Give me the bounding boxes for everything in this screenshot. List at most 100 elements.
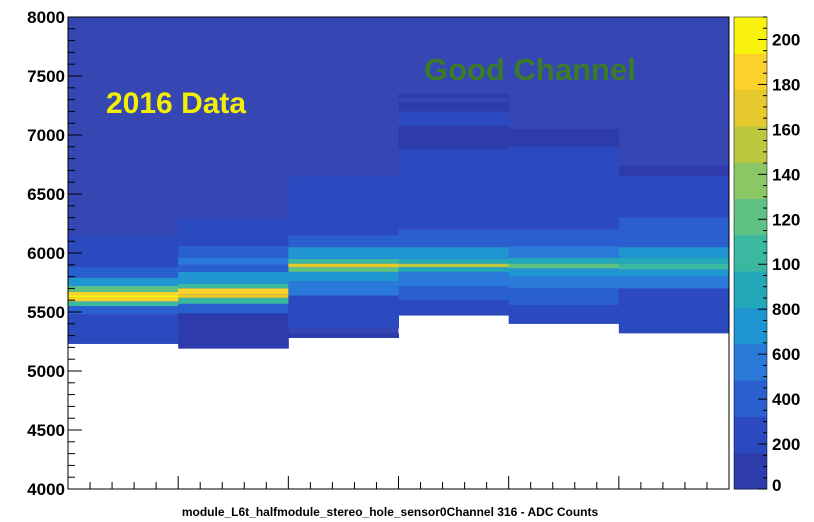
heatmap-cell	[288, 176, 399, 206]
x-axis	[67, 476, 730, 489]
colorbar-label: 800	[772, 300, 800, 319]
heatmap-cell	[398, 247, 510, 259]
heatmap-cell	[618, 288, 730, 307]
heatmap-cell	[288, 263, 399, 268]
y-tick-label: 5500	[27, 303, 65, 322]
colorbar-label: 140	[772, 165, 800, 184]
colorbar-band	[734, 271, 767, 308]
heatmap-cell	[68, 297, 179, 302]
heatmap-cell	[618, 247, 730, 258]
heatmap-cell	[508, 146, 620, 183]
heatmap-cell	[68, 314, 179, 344]
colorbar-band	[734, 380, 767, 417]
heatmap-cell	[618, 217, 730, 232]
heatmap-cell	[618, 306, 730, 334]
heatmap-cell	[68, 291, 179, 296]
colorbar-label: 120	[772, 210, 800, 229]
heatmap-cell	[68, 306, 179, 315]
heatmap-cell	[288, 281, 399, 296]
colorbar-label: 200	[772, 435, 800, 454]
heatmap-cell	[508, 276, 620, 289]
heatmap-cell	[178, 271, 289, 284]
colorbar-band	[734, 17, 767, 54]
heatmap-cell	[288, 271, 399, 282]
y-tick-label: 4500	[27, 421, 65, 440]
heatmap-cell	[288, 247, 399, 259]
heatmap-cell	[288, 312, 399, 329]
y-tick-label: 5000	[27, 362, 65, 381]
y-tick-label: 8000	[27, 8, 65, 27]
colorbar-band	[734, 198, 767, 236]
colorbar-label: 180	[772, 75, 800, 94]
heatmap-cell	[508, 288, 620, 305]
y-tick-label: 4000	[27, 480, 65, 499]
heatmap-cell	[68, 295, 179, 298]
heatmap-cell	[508, 245, 620, 258]
colorbar-label: 400	[772, 390, 800, 409]
colorbar-label: 200	[772, 30, 800, 49]
y-axis: 4000 4500 5000 5500 6000 6500 7000 7500 8000	[27, 8, 82, 499]
heatmap-cell	[618, 231, 730, 248]
heatmap-cell	[618, 276, 730, 289]
y-tick-label: 7000	[27, 126, 65, 145]
heatmap-cell	[618, 263, 730, 270]
heatmap-cell	[288, 333, 399, 338]
heatmap-cell	[178, 217, 289, 246]
heatmap-cell	[68, 235, 179, 253]
colorbar-band	[734, 162, 767, 200]
heatmap-cell	[618, 199, 730, 218]
annotation-good-channel: Good Channel	[424, 52, 636, 87]
heatmap-cell	[178, 294, 289, 298]
heatmap-cell	[68, 277, 179, 287]
heatmap-cell	[398, 111, 510, 126]
heatmap-cell	[398, 229, 510, 248]
heatmap-cell	[618, 257, 730, 264]
heatmap-cell	[508, 208, 620, 230]
plot-area	[67, 16, 730, 490]
heatmap-cell	[398, 93, 510, 99]
heatmap-cell	[178, 245, 289, 258]
heatmap-cell	[398, 267, 510, 272]
heatmap-cell	[618, 176, 730, 200]
heatmap-cell	[288, 267, 399, 272]
heatmap-cell	[288, 217, 399, 236]
colorbar-band	[734, 416, 767, 454]
colorbar-label: 0	[772, 476, 781, 495]
colorbar-label: 600	[772, 345, 800, 364]
heatmap-cell	[508, 257, 620, 264]
x-axis-title: module_L6t_halfmodule_stereo_hole_sensor…	[182, 505, 599, 519]
empty-region-col-2	[288, 337, 399, 489]
y-tick-label: 6500	[27, 185, 65, 204]
empty-region-col-4	[508, 323, 620, 489]
heatmap-cells-group	[68, 93, 730, 349]
heatmap-cell	[398, 271, 510, 287]
heatmap-cell	[178, 303, 289, 314]
heatmap-cell	[178, 257, 289, 265]
heatmap-cell	[288, 295, 399, 312]
heatmap-cell	[398, 258, 510, 264]
heatmap-cell	[178, 297, 289, 304]
colorbar-label: 100	[772, 255, 800, 274]
heatmap-cell	[618, 165, 730, 177]
heatmap-cell	[68, 267, 179, 278]
empty-region-col-5	[618, 333, 730, 489]
colorbar: 0 200 400 600 800 100 120 140 160 180 200	[733, 16, 800, 495]
heatmap-cell	[288, 258, 399, 264]
heatmap-cell	[508, 304, 620, 324]
heatmap-cell	[508, 182, 620, 209]
y-tick-label: 7500	[27, 67, 65, 86]
heatmap-cell	[178, 313, 289, 349]
empty-region-col-3	[398, 315, 510, 489]
y-tick-label: 6000	[27, 244, 65, 263]
heatmap-cell	[508, 263, 620, 269]
heatmap-cell	[178, 288, 289, 295]
heatmap-cell	[618, 269, 730, 277]
heatmap-cell	[508, 129, 620, 147]
heatmap-cell	[398, 286, 510, 301]
heatmap-cell	[68, 253, 179, 268]
heatmap-cell	[398, 263, 510, 268]
heatmap-cell	[398, 101, 510, 112]
heatmap-cell	[398, 188, 510, 209]
heatmap-cell	[288, 235, 399, 248]
